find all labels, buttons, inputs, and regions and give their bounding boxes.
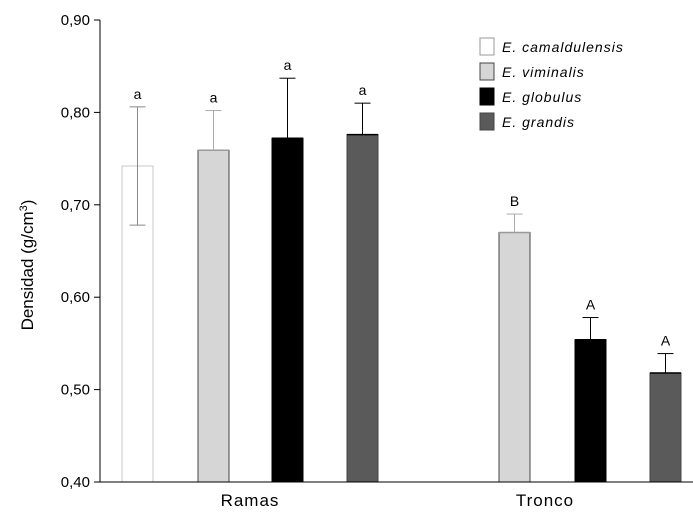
bar-e-viminalis-tronco: B — [498, 193, 531, 483]
x-category-label-tronco: Tronco — [516, 491, 574, 510]
legend-label: E. viminalis — [502, 64, 585, 80]
bar — [649, 372, 682, 483]
axes-layer — [99, 20, 693, 483]
bar-e-globulus-tronco: A — [574, 297, 607, 483]
bar — [574, 339, 607, 483]
bar — [498, 232, 531, 483]
y-axis-label-main: Densidad (g/cm — [18, 211, 37, 330]
y-tick-label: 0,60 — [61, 289, 90, 306]
x-category-label-ramas: Ramas — [221, 491, 280, 510]
y-axis-label: Densidad (g/cm3) — [18, 200, 37, 331]
significance-label: B — [510, 193, 519, 209]
significance-label: a — [359, 82, 367, 98]
legend-label: E. globulus — [502, 89, 582, 105]
legend-swatch — [479, 87, 495, 106]
y-tick-label: 0,90 — [61, 12, 90, 29]
bar — [197, 149, 230, 483]
legend: E. camaldulensis E. viminalis E. globulus E… — [479, 37, 624, 131]
bar-e-camaldulensis-ramas: a — [121, 86, 154, 483]
y-tick-label: 0,80 — [61, 104, 90, 121]
bar — [271, 137, 304, 483]
y-tick-label: 0,50 — [61, 382, 90, 399]
ticks-layer: 0,40 0,50 0,60 0,70 0,80 0,90 — [61, 12, 100, 491]
legend-item-e-viminalis: E. viminalis — [479, 62, 585, 81]
significance-label: A — [586, 297, 596, 313]
significance-label: A — [661, 333, 671, 349]
legend-item-e-camaldulensis: E. camaldulensis — [479, 37, 624, 56]
legend-swatch — [479, 112, 495, 131]
legend-label: E. grandis — [502, 114, 575, 130]
y-axis-label-superscript: 3 — [18, 205, 30, 211]
significance-label: a — [284, 57, 292, 73]
legend-item-e-grandis: E. grandis — [479, 112, 575, 131]
bar-e-grandis-ramas: a — [346, 82, 379, 483]
bar-e-viminalis-ramas: a — [197, 90, 230, 483]
bar-e-globulus-ramas: a — [271, 57, 304, 483]
y-tick-label: 0,70 — [61, 197, 90, 214]
legend-item-e-globulus: E. globulus — [479, 87, 582, 106]
bar — [346, 134, 379, 483]
bars-layer: a a Ba Aa A — [121, 57, 682, 483]
legend-swatch — [479, 37, 495, 56]
significance-label: a — [134, 86, 142, 102]
y-axis-label-close: ) — [18, 200, 37, 206]
significance-label: a — [210, 90, 218, 106]
y-tick-label: 0,40 — [61, 474, 90, 491]
bar-e-grandis-tronco: A — [649, 333, 682, 483]
legend-swatch — [479, 62, 495, 81]
legend-label: E. camaldulensis — [502, 39, 624, 55]
